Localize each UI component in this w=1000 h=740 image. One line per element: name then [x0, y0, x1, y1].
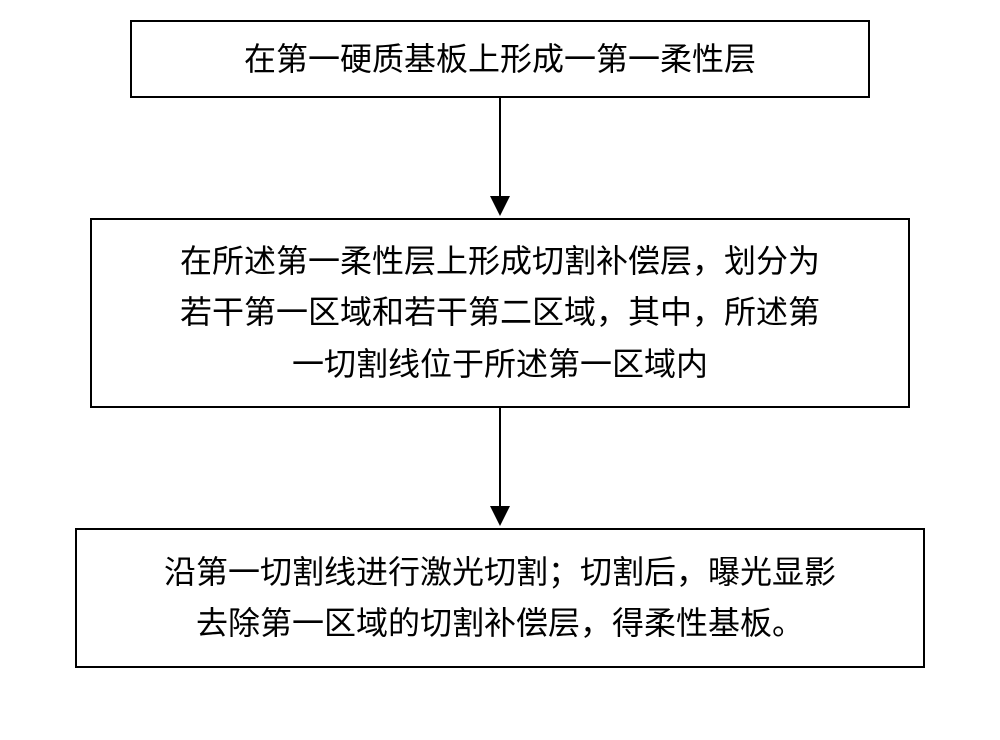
- flowchart-container: 在第一硬质基板上形成一第一柔性层 在所述第一柔性层上形成切割补偿层，划分为 若干…: [0, 0, 1000, 668]
- step3-line2: 去除第一区域的切割补偿层，得柔性基板。: [196, 598, 804, 649]
- arrow-1: [480, 98, 520, 218]
- flowchart-step-1: 在第一硬质基板上形成一第一柔性层: [130, 20, 870, 98]
- step2-line2: 若干第一区域和若干第二区域，其中，所述第: [180, 287, 820, 338]
- flowchart-step-2: 在所述第一柔性层上形成切割补偿层，划分为 若干第一区域和若干第二区域，其中，所述…: [90, 218, 910, 408]
- arrow-2: [480, 408, 520, 528]
- step2-line1: 在所述第一柔性层上形成切割补偿层，划分为: [180, 236, 820, 287]
- step1-text: 在第一硬质基板上形成一第一柔性层: [244, 40, 756, 78]
- step3-line1: 沿第一切割线进行激光切割；切割后，曝光显影: [164, 547, 836, 598]
- step2-line3: 一切割线位于所述第一区域内: [292, 339, 708, 390]
- arrow-down-icon: [480, 408, 520, 528]
- arrow-down-icon: [480, 98, 520, 218]
- flowchart-step-3: 沿第一切割线进行激光切割；切割后，曝光显影 去除第一区域的切割补偿层，得柔性基板…: [75, 528, 925, 668]
